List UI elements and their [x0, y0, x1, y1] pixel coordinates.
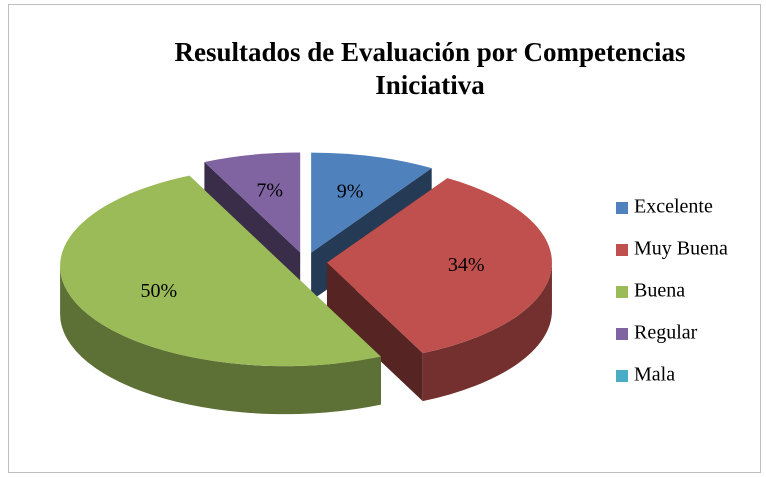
slice-side [326, 262, 423, 402]
chart-title: Resultados de Evaluación por Competencia… [174, 37, 685, 67]
legend-swatch [616, 370, 628, 382]
slice-top [311, 152, 432, 253]
slice-top [326, 178, 552, 354]
data-label: 50% [141, 280, 178, 302]
legend-label: Mala [634, 364, 675, 386]
legend-label: Buena [634, 280, 685, 302]
slice-wall [60, 266, 381, 415]
legend-swatch [616, 244, 628, 256]
slice-top [60, 175, 381, 367]
slice-wall [422, 262, 552, 402]
legend-swatch [616, 328, 628, 340]
slice [60, 175, 381, 415]
legend-label: Muy Buena [634, 238, 728, 260]
data-label: 9% [337, 181, 364, 203]
chart-title: Iniciativa [375, 70, 485, 100]
legend-label: Regular [634, 322, 698, 344]
legend-label: Excelente [634, 196, 713, 218]
legend-swatch [616, 286, 628, 298]
legend-swatch [616, 202, 628, 214]
slice-top [204, 152, 301, 253]
data-label: 7% [256, 180, 283, 202]
slice [326, 178, 552, 402]
data-label: 34% [448, 254, 485, 276]
